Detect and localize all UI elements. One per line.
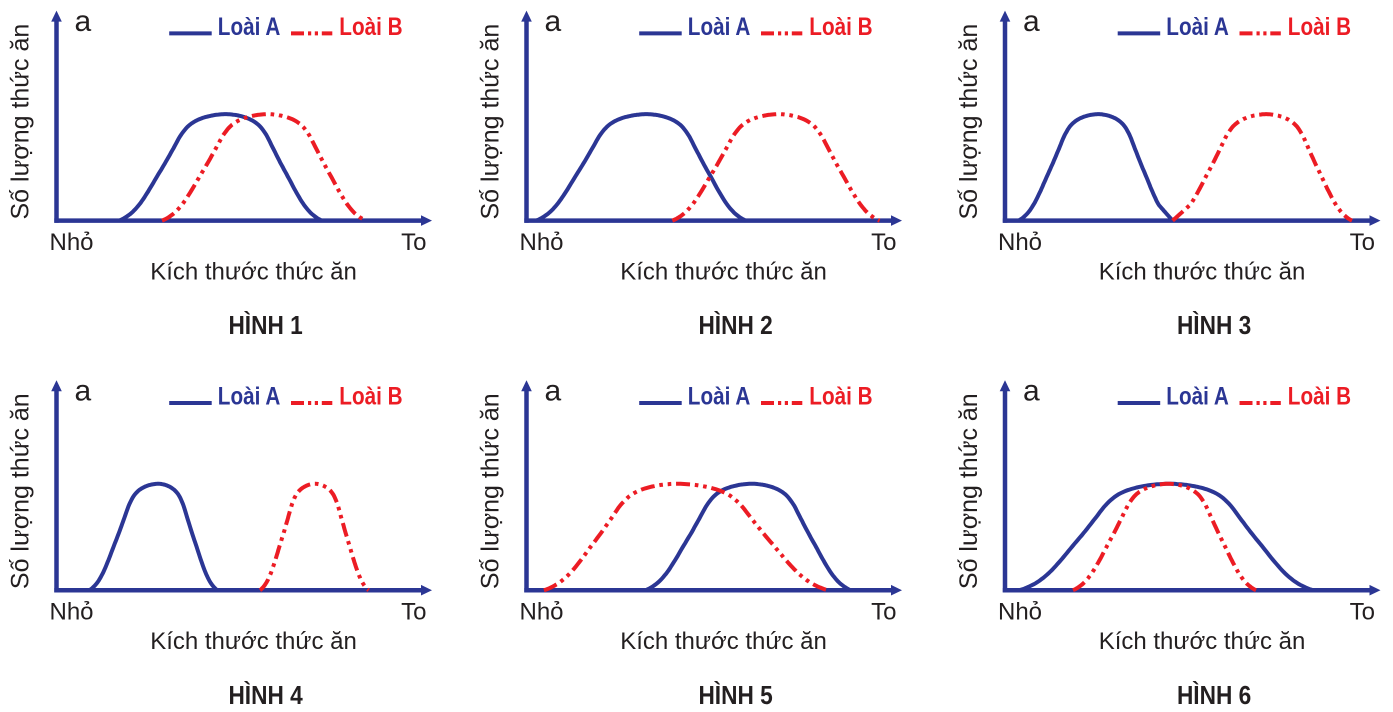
svg-text:Nhỏ: Nhỏ (50, 229, 94, 256)
svg-text:Loài B: Loài B (339, 382, 402, 410)
svg-text:HÌNH 6: HÌNH 6 (1177, 680, 1251, 710)
svg-text:a: a (545, 5, 562, 38)
svg-text:Loài B: Loài B (809, 382, 872, 410)
svg-text:To: To (401, 599, 426, 626)
svg-text:Loài A: Loài A (218, 382, 280, 410)
svg-text:Kích thước thức ăn: Kích thước thức ăn (1099, 258, 1306, 285)
svg-text:Nhỏ: Nhỏ (50, 599, 94, 626)
svg-text:Số lượng thức ăn: Số lượng thức ăn (955, 393, 983, 589)
svg-text:Nhỏ: Nhỏ (520, 599, 564, 626)
svg-text:Số lượng thức ăn: Số lượng thức ăn (477, 393, 505, 589)
svg-text:Loài A: Loài A (1166, 382, 1229, 410)
svg-text:To: To (1350, 229, 1375, 256)
svg-text:Kích thước thức ăn: Kích thước thức ăn (150, 258, 357, 285)
svg-text:Loài A: Loài A (218, 13, 280, 41)
svg-text:HÌNH 5: HÌNH 5 (698, 680, 772, 710)
svg-text:Loài B: Loài B (1288, 13, 1351, 41)
svg-text:a: a (75, 5, 92, 38)
svg-text:Nhỏ: Nhỏ (998, 599, 1042, 626)
svg-text:To: To (1350, 599, 1375, 626)
svg-text:a: a (1023, 5, 1040, 38)
svg-text:HÌNH 3: HÌNH 3 (1177, 310, 1251, 340)
svg-text:Loài A: Loài A (1166, 13, 1229, 41)
svg-text:a: a (1023, 375, 1040, 408)
svg-text:Loài B: Loài B (809, 13, 872, 41)
svg-text:a: a (75, 375, 92, 408)
svg-text:Loài A: Loài A (688, 13, 751, 41)
svg-text:HÌNH 1: HÌNH 1 (228, 310, 302, 340)
svg-text:Kích thước thức ăn: Kích thước thức ăn (1099, 628, 1306, 655)
svg-text:To: To (871, 229, 896, 256)
svg-text:Kích thước thức ăn: Kích thước thức ăn (620, 628, 827, 655)
svg-text:Số lượng thức ăn: Số lượng thức ăn (955, 24, 983, 220)
svg-text:Loài B: Loài B (339, 13, 402, 41)
svg-text:Loài A: Loài A (688, 382, 751, 410)
svg-text:To: To (871, 599, 896, 626)
svg-text:Loài B: Loài B (1288, 382, 1351, 410)
svg-text:Số lượng thức ăn: Số lượng thức ăn (7, 24, 35, 220)
svg-text:Số lượng thức ăn: Số lượng thức ăn (477, 24, 505, 220)
svg-text:HÌNH 4: HÌNH 4 (228, 680, 303, 710)
svg-text:Số lượng thức ăn: Số lượng thức ăn (7, 393, 35, 589)
svg-text:Kích thước thức ăn: Kích thước thức ăn (150, 628, 357, 655)
svg-text:To: To (401, 229, 426, 256)
svg-text:Nhỏ: Nhỏ (998, 229, 1042, 256)
svg-text:a: a (545, 375, 562, 408)
svg-text:Kích thước thức ăn: Kích thước thức ăn (620, 258, 827, 285)
svg-text:HÌNH 2: HÌNH 2 (698, 310, 772, 340)
svg-text:Nhỏ: Nhỏ (520, 229, 564, 256)
